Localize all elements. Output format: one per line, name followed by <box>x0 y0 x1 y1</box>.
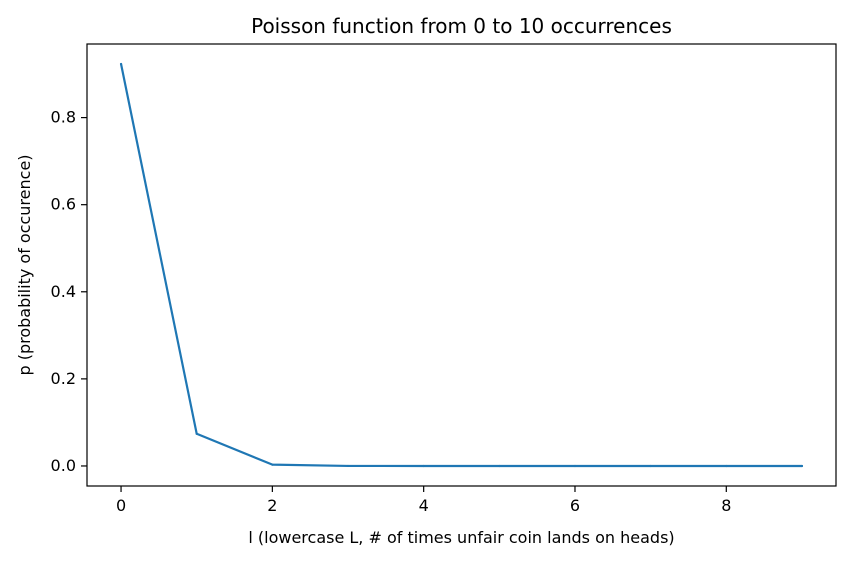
x-tick-label: 4 <box>419 496 429 515</box>
x-tick-label: 8 <box>721 496 731 515</box>
series-line <box>119 62 804 468</box>
y-tick-label: 0.4 <box>51 282 76 301</box>
y-axis-ticks: 0.0 0.2 0.4 0.6 0.8 <box>51 108 87 475</box>
x-tick-label: 0 <box>116 496 126 515</box>
data-point <box>346 464 350 468</box>
x-axis-ticks: 0 2 4 6 8 <box>116 486 731 515</box>
chart-title: Poisson function from 0 to 10 occurrence… <box>251 14 672 38</box>
data-point <box>649 464 652 468</box>
plot-frame <box>86 43 837 487</box>
y-tick-label: 0.6 <box>51 195 76 214</box>
data-point <box>422 464 425 468</box>
data-point <box>498 464 501 468</box>
data-point <box>573 464 577 468</box>
data-point <box>725 464 728 468</box>
series-points <box>119 62 804 468</box>
x-tick-label: 6 <box>570 496 580 515</box>
data-point <box>271 463 274 466</box>
x-axis-label: l (lowercase L, # of times unfair coin l… <box>248 528 674 547</box>
x-tick-label: 2 <box>267 496 277 515</box>
y-tick-label: 0.2 <box>51 369 76 388</box>
y-axis-label: p (probability of occurence) <box>15 154 34 375</box>
data-point <box>195 432 198 435</box>
data-point <box>119 62 123 66</box>
y-tick-label: 0.0 <box>51 456 76 475</box>
y-tick-label: 0.8 <box>51 108 76 127</box>
data-point <box>800 464 804 468</box>
